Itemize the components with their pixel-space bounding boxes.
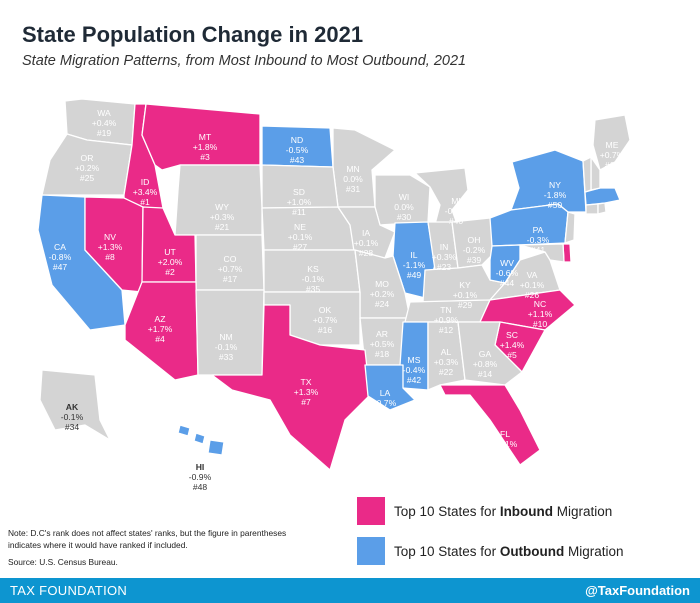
footer-bar: TAX FOUNDATION @TaxFoundation bbox=[0, 578, 700, 603]
footer-handle[interactable]: @TaxFoundation bbox=[585, 583, 690, 598]
state-oh bbox=[451, 217, 496, 269]
legend-outbound-suffix: Migration bbox=[564, 543, 624, 559]
state-label-mn: MN 0.0% #31 bbox=[343, 164, 363, 194]
state-label-nv: NV +1.3% #8 bbox=[98, 232, 123, 262]
state-la bbox=[364, 364, 416, 411]
state-label-fl: FL +1.1% #9 bbox=[493, 429, 518, 459]
state-label-wv: WV -0.6% #44 bbox=[496, 258, 519, 288]
state-ms bbox=[399, 321, 429, 391]
state-label-ms: MS -0.4% #42 bbox=[403, 355, 426, 385]
state-label-ia: IA +0.1% #28 bbox=[354, 228, 379, 258]
state-vt bbox=[582, 156, 592, 193]
us-map: WA +0.4% #19 OR +0.2% #25 ID +3.4% #1 MT +1.8% #3 ND… bbox=[37, 98, 631, 492]
state-md bbox=[519, 243, 565, 263]
state-mt bbox=[141, 103, 261, 171]
state-hi bbox=[177, 424, 225, 456]
state-label-wa: WA +0.4% #19 bbox=[92, 108, 117, 138]
state-label-ny: NY -1.8% #50 bbox=[544, 180, 567, 210]
state-tx bbox=[211, 304, 371, 471]
legend-inbound-bold: Inbound bbox=[499, 503, 554, 519]
state-label-co: CO +0.7% #17 bbox=[218, 254, 243, 284]
state-label-ak: AK -0.1% #34 bbox=[61, 402, 84, 432]
state-label-la: LA -0.7% #46 bbox=[374, 388, 397, 418]
state-label-nm: NM -0.1% #33 bbox=[215, 332, 238, 362]
state-label-wi: WI 0.0% #30 bbox=[394, 192, 414, 222]
footer-brand: TAX FOUNDATION bbox=[10, 583, 128, 598]
legend-outbound: Top 10 States for Outbound Migration bbox=[357, 537, 624, 565]
state-label-ut: UT +2.0% #2 bbox=[158, 247, 183, 277]
state-label-ar: AR +0.5% #18 bbox=[370, 329, 395, 359]
source-note: Source: U.S. Census Bureau. bbox=[8, 557, 118, 567]
state-label-pa: PA -0.3% #41 bbox=[527, 225, 550, 255]
chart-subtitle: State Migration Patterns, from Most Inbo… bbox=[22, 53, 467, 69]
legend-outbound-swatch bbox=[357, 537, 385, 565]
legend-inbound: Top 10 States for Inbound Migration bbox=[357, 497, 612, 525]
state-label-tx: TX +1.3% #7 bbox=[294, 377, 319, 407]
footnote: Note: D.C's rank does not affect states'… bbox=[8, 528, 287, 550]
state-al bbox=[427, 321, 466, 391]
state-label-ok: OK +0.7% #16 bbox=[313, 305, 338, 335]
state-label-mt: MT +1.8% #3 bbox=[193, 132, 218, 162]
state-ne bbox=[261, 206, 356, 251]
state-label-ks: KS -0.1% #35 bbox=[302, 264, 325, 294]
state-label-sd: SD +1.0% #11 bbox=[287, 187, 312, 217]
state-label-ca: CA -0.8% #47 bbox=[49, 242, 72, 272]
state-ga bbox=[457, 321, 523, 386]
state-ak bbox=[39, 369, 111, 441]
state-ri bbox=[597, 202, 607, 215]
state-label-mi: MI -0.3% #40 bbox=[445, 196, 468, 226]
state-label-ga: GA +0.8% #14 bbox=[473, 349, 498, 379]
state-label-ky: KY +0.1% #29 bbox=[453, 280, 478, 310]
state-label-az: AZ +1.7% #4 bbox=[148, 314, 173, 344]
state-label-ne: NE +0.1% #27 bbox=[288, 222, 313, 252]
state-label-hi: HI -0.9% #48 bbox=[189, 462, 212, 492]
state-fl bbox=[439, 384, 541, 466]
state-me bbox=[592, 114, 631, 171]
state-label-nd: ND -0.5% #43 bbox=[286, 135, 309, 165]
state-label-nc: NC +1.1% #10 bbox=[528, 299, 553, 329]
chart-title: State Population Change in 2021 bbox=[22, 22, 364, 47]
state-ia bbox=[337, 206, 396, 259]
state-label-oh: OH -0.2% #39 bbox=[463, 235, 486, 265]
state-label-sc: SC +1.4% #5 bbox=[500, 330, 525, 360]
legend-inbound-suffix: Migration bbox=[553, 503, 613, 519]
state-label-id: ID +3.4% #1 bbox=[133, 177, 158, 207]
state-label-il: IL -1.1% #49 bbox=[403, 250, 426, 280]
state-label-va: VA +0.1% #26 bbox=[520, 270, 545, 300]
legend-outbound-bold: Outbound bbox=[499, 543, 565, 559]
state-label-me: ME +0.7% #15 bbox=[600, 140, 625, 170]
state-label-wy: WY +0.3% #21 bbox=[210, 202, 235, 232]
state-az bbox=[124, 281, 199, 381]
state-label-or: OR +0.2% #25 bbox=[75, 153, 100, 183]
state-label-tn: TN +0.9% #12 bbox=[434, 305, 459, 335]
state-label-al: AL +0.3% #22 bbox=[434, 347, 459, 377]
legend-outbound-prefix: Top 10 States for bbox=[394, 543, 500, 559]
legend-inbound-prefix: Top 10 States for bbox=[394, 503, 500, 519]
legend-inbound-swatch bbox=[357, 497, 385, 525]
state-label-in: IN +0.3% #23 bbox=[432, 242, 457, 272]
state-label-mo: MO +0.2% #24 bbox=[370, 279, 395, 309]
state-nj bbox=[564, 211, 576, 244]
state-ct bbox=[585, 203, 599, 215]
